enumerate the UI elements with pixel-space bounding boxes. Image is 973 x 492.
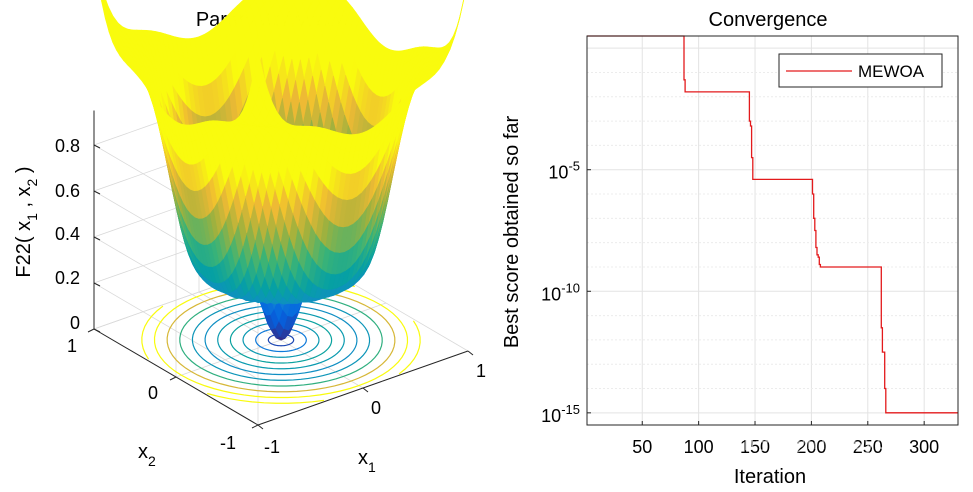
legend-label-mewoa: MEWOA (858, 62, 925, 81)
x-tick (362, 387, 369, 393)
surface-patch (459, 0, 465, 19)
x-tick-label: 1 (476, 361, 486, 381)
conv-x-tick-labels: 50 100 150 200 250 300 (632, 437, 939, 457)
y-tick-label: 0 (148, 383, 158, 403)
legend: MEWOA (778, 53, 943, 88)
z-label-part: , x (13, 186, 35, 213)
tick-exponent: -15 (561, 402, 580, 417)
svg-text:x2: x2 (138, 441, 156, 469)
y-tick (251, 424, 259, 429)
contour-line (398, 320, 421, 375)
tick-base: 10 (541, 284, 561, 304)
conv-y-tick-label: 10-15 (541, 402, 580, 426)
x-tick-labels: -1 0 1 (264, 361, 486, 457)
z-tick (93, 190, 101, 195)
z-tick (93, 282, 101, 287)
conv-x-tick-label: 200 (796, 437, 826, 457)
surface-patch (253, 51, 264, 90)
x-tick (467, 350, 474, 356)
y-tick-label: 1 (67, 336, 77, 356)
z-tick (93, 328, 101, 333)
y-label-sub: 2 (148, 453, 156, 469)
plot-area (587, 36, 958, 425)
plot-frame (586, 35, 959, 426)
z-tick (93, 236, 101, 241)
conv-x-tick-label: 150 (740, 437, 770, 457)
z-label-sub: 1 (24, 213, 40, 221)
x-tick (257, 424, 264, 430)
svg-text:x1: x1 (358, 447, 376, 475)
y-axis-label: x2 (138, 441, 156, 469)
series-line-mewoa (587, 35, 958, 414)
x-tick-label: -1 (264, 437, 280, 457)
tick-base: 10 (541, 406, 561, 426)
y-tick-labels: 1 0 -1 (67, 336, 236, 453)
z-tick-label: 0.2 (55, 268, 80, 288)
x-label-sub: 1 (368, 459, 376, 475)
conv-y-tick-label: 10-5 (548, 159, 580, 183)
surface-patch (308, 0, 315, 5)
x-axis-label: x1 (358, 447, 376, 475)
convergence-plot: Convergence 50 100 150 200 250 300 10-5 … (501, 9, 959, 488)
surface-patch (300, 0, 306, 5)
z-tick-label: 0.4 (55, 224, 80, 244)
contour-line (207, 392, 325, 404)
tick-base: 10 (548, 163, 568, 183)
z-axis-label: F22( x1 , x2 ) (13, 166, 40, 277)
y-tick-label: -1 (220, 433, 236, 453)
conv-y-tick-labels: 10-5 10-10 10-15 (541, 159, 580, 426)
contour-line (141, 305, 164, 360)
svg-text:F22( x1 , x2 ): F22( x1 , x2 ) (13, 166, 40, 277)
conv-x-tick-label: 100 (684, 437, 714, 457)
conv-x-tick-label: 300 (909, 437, 939, 457)
conv-y-tick-label: 10-10 (541, 280, 580, 304)
y-tick (87, 328, 95, 333)
z-label-sub: 2 (24, 178, 40, 186)
watermark: 知乎 @Imissyou (733, 430, 903, 455)
z-tick-label: 0 (70, 313, 80, 333)
conv-y-label: Best score obtained so far (501, 115, 523, 348)
z-tick (93, 144, 101, 149)
x-tick-label: 0 (371, 398, 381, 418)
convergence-title: Convergence (709, 9, 828, 31)
conv-x-tick-label: 250 (853, 437, 883, 457)
tick-exponent: -10 (561, 280, 580, 295)
surface-plot: Parameter space 0 0.2 0.4 0.6 0.8 1 0 -1… (13, 0, 486, 475)
conv-x-label: Iteration (734, 466, 806, 488)
y-label-main: x (138, 441, 148, 463)
z-label-part: F22( x (13, 221, 35, 278)
z-tick-label: 0.6 (55, 181, 80, 201)
z-tick-label: 0.8 (55, 136, 80, 156)
surface-axes (87, 110, 474, 430)
surface-patch (291, 0, 297, 5)
z-label-part: ) (13, 166, 35, 178)
surface-mesh (101, 0, 465, 341)
surface-patch (317, 0, 323, 4)
tick-exponent: -5 (568, 159, 580, 174)
convergence-grid (587, 36, 958, 425)
conv-x-tick-label: 50 (632, 437, 652, 457)
x-label-main: x (358, 447, 368, 469)
y-tick (169, 376, 177, 381)
convergence-ticks (587, 169, 925, 425)
z-tick-labels: 0 0.2 0.4 0.6 0.8 (55, 136, 80, 333)
